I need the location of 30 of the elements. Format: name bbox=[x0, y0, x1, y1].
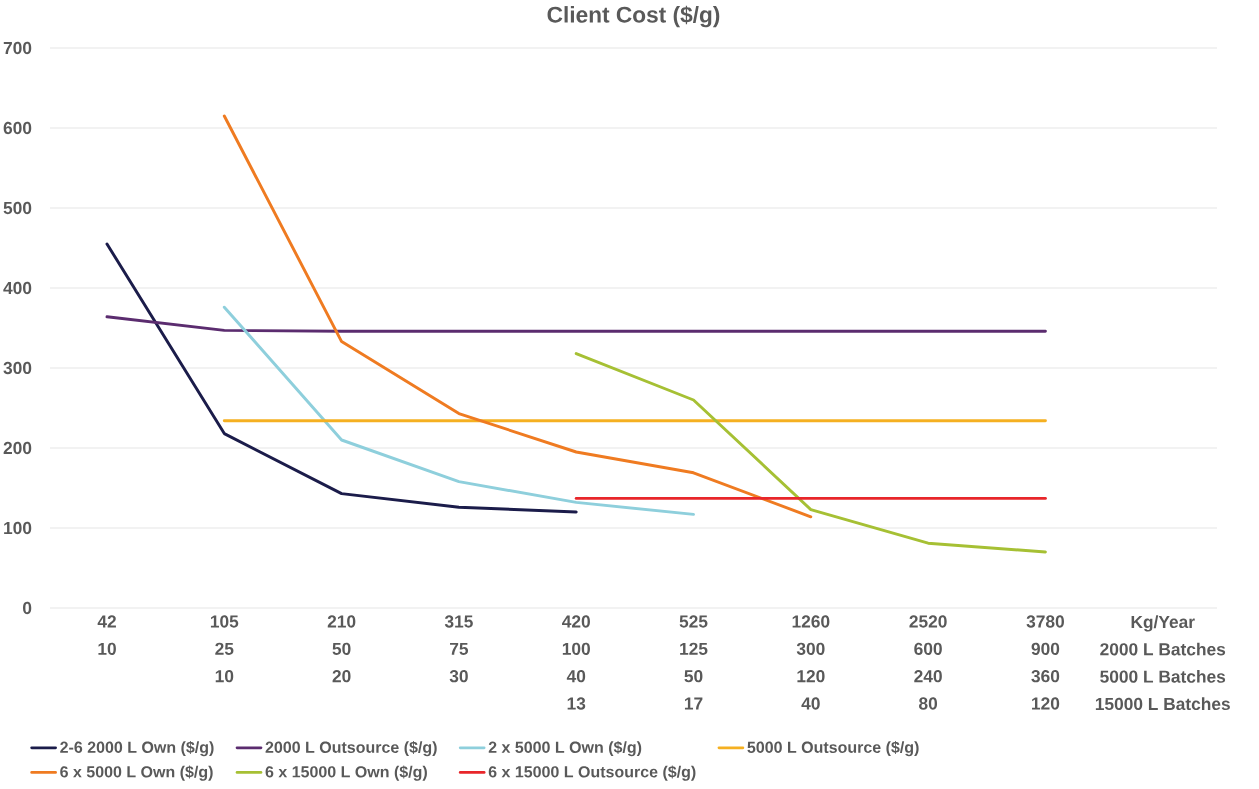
x-tick-label: 1260 300 120 40 bbox=[792, 615, 830, 710]
y-tick-label: 100 bbox=[4, 521, 32, 535]
y-tick-label: 500 bbox=[3, 201, 32, 215]
y-tick-label: 400 bbox=[3, 281, 32, 295]
line-series bbox=[105, 242, 578, 514]
legend-label: 5000 L Outsource ($/g) bbox=[747, 740, 919, 757]
x-tick-label: 210 50 20 bbox=[327, 615, 356, 683]
line-series bbox=[574, 352, 1047, 554]
legend-label: 2 x 5000 L Own ($/g) bbox=[488, 740, 642, 757]
legend-label: 2000 L Outsource ($/g) bbox=[265, 740, 437, 757]
legend-label: 2-6 2000 L Own ($/g) bbox=[60, 740, 214, 757]
y-tick-label: 300 bbox=[3, 361, 32, 375]
legend-label: 6 x 15000 L Outsource ($/g) bbox=[488, 765, 696, 781]
line-series bbox=[222, 114, 813, 519]
y-tick-label: 700 bbox=[3, 41, 32, 55]
y-tick-label: 200 bbox=[3, 441, 32, 455]
line-series bbox=[222, 305, 695, 516]
y-tick-label: 600 bbox=[3, 121, 32, 135]
x-tick-label: 105 25 10 bbox=[210, 615, 239, 683]
x-tick-label: Kg/Year 2000 L Batches 5000 L Batches 15000 L Batches bbox=[1095, 615, 1230, 711]
x-tick-label: 315 75 30 bbox=[444, 615, 473, 683]
y-tick-label: 0 bbox=[23, 601, 32, 615]
x-tick-label: 3780 900 360 120 bbox=[1026, 615, 1064, 710]
x-tick-label: 420 100 40 13 bbox=[562, 615, 590, 710]
legend-label: 6 x 5000 L Own ($/g) bbox=[60, 765, 213, 781]
legend-label: 6 x 15000 L Own ($/g) bbox=[265, 765, 427, 781]
x-tick-label: 2520 600 240 80 bbox=[909, 615, 947, 710]
x-tick-label: 42 10 bbox=[97, 615, 116, 655]
chart-title: Client Cost ($/g) bbox=[547, 5, 720, 28]
x-tick-label: 525 125 50 17 bbox=[679, 615, 708, 710]
